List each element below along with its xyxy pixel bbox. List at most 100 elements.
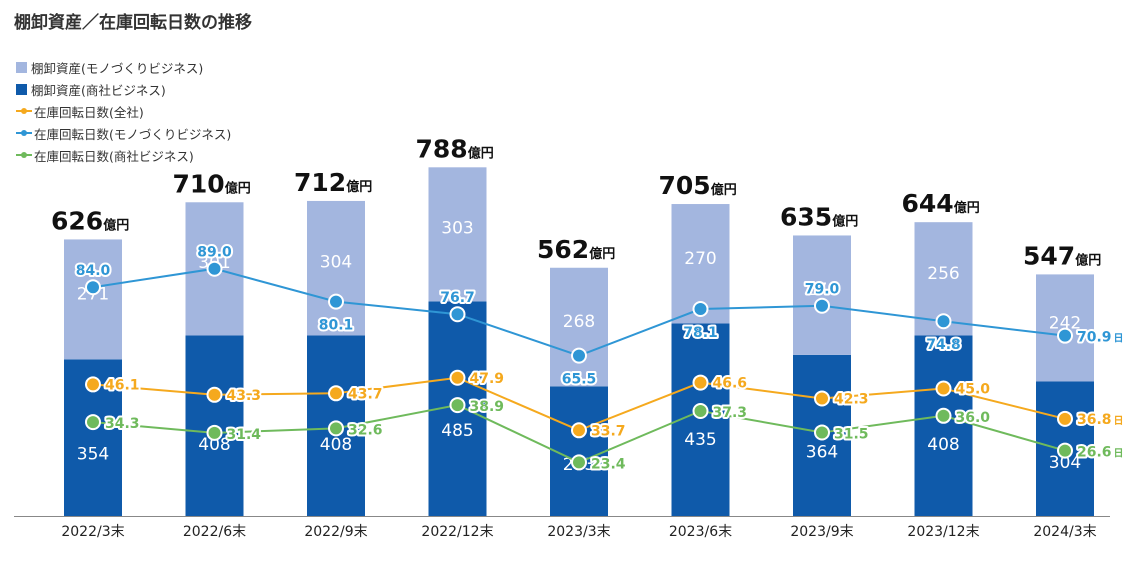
bar-value-mono: 303 (441, 219, 473, 239)
bar-total-number: 635 (780, 202, 832, 231)
bar-total-unit: 億円 (468, 145, 494, 161)
line-point-value: 31.5 (834, 426, 869, 442)
line-point (692, 374, 709, 391)
bar-total-number: 705 (659, 171, 711, 200)
bar-mono (550, 267, 608, 387)
legend-line-marker (16, 128, 32, 138)
line-point-label: 34.3 (105, 416, 140, 432)
legend-label: 棚卸資産(商社ビジネス) (31, 82, 166, 98)
line-point-value: 36.0 (956, 410, 991, 426)
line-point-label: 31.5 (834, 426, 869, 442)
line-point-value: 78.1 (683, 325, 718, 341)
line-point-value: 23.4 (591, 456, 626, 472)
x-tick-label: 2023/12末 (907, 524, 979, 540)
bar-total-number: 547 (1023, 241, 1075, 270)
line-point-value: 31.4 (227, 427, 262, 443)
legend-item-bar-trade: 棚卸資産(商社ビジネス) (16, 78, 231, 100)
line-point-value: 84.0 (76, 263, 111, 279)
legend-swatch (16, 61, 27, 73)
bar-mono (428, 167, 487, 302)
line-point (449, 369, 466, 386)
line-point-label: 84.0 (76, 263, 111, 279)
line-point (814, 424, 830, 441)
legend-item-bar-mono: 棚卸資産(モノづくりビジネス) (16, 56, 231, 78)
line-point-label: 33.7 (591, 423, 626, 439)
line-point-label: 42.3 (834, 391, 869, 407)
bar-value-mono: 268 (563, 312, 595, 332)
line-point-label: 46.6 (713, 376, 748, 392)
bar-total-label: 644億円 (902, 189, 980, 218)
line-point-value: 76.7 (440, 290, 475, 306)
line-point (571, 454, 587, 471)
line-point (85, 376, 101, 393)
line-point-value: 65.5 (562, 372, 597, 388)
legend-label: 在庫回転日数(商社ビジネス) (34, 148, 194, 164)
bar-total-unit: 億円 (589, 246, 615, 262)
line-point-value: 42.3 (834, 391, 869, 407)
line-point (692, 301, 709, 318)
line-point (814, 297, 830, 314)
bar-total-unit: 億円 (954, 200, 980, 216)
bar-value-mono: 270 (684, 249, 716, 269)
line-point (1057, 327, 1073, 344)
line-point (449, 397, 466, 414)
line-point-value: 89.0 (197, 245, 232, 261)
bar-value-mono: 256 (927, 264, 959, 284)
line-point (85, 414, 101, 431)
line-point (328, 420, 344, 437)
legend-swatch (16, 83, 27, 95)
line-point-unit: 日 (1114, 448, 1124, 460)
bar-total-unit: 億円 (832, 213, 858, 229)
legend-item-line-mono: 在庫回転日数(モノづくりビジネス) (16, 122, 231, 144)
line-point (328, 385, 344, 402)
line-point-label: 76.7 (440, 290, 475, 306)
x-tick-label: 2023/3末 (547, 524, 610, 540)
line-point-label: 70.9 日 (1077, 330, 1124, 346)
bar-value-trade: 304 (1049, 453, 1081, 473)
line-point (206, 260, 223, 277)
line-point-label: 36.8 日 (1077, 412, 1124, 428)
line-point (206, 386, 223, 403)
legend-item-line-total: 在庫回転日数(全社) (16, 100, 231, 122)
bar-total-label: 562億円 (537, 235, 615, 264)
line-point (85, 279, 101, 296)
line-point-label: 23.4 (591, 456, 626, 472)
bar-total-label: 788億円 (416, 134, 494, 163)
line-point-value: 79.0 (805, 282, 840, 298)
bar-total-unit: 億円 (1075, 252, 1101, 268)
x-tick-label: 2022/3末 (61, 524, 124, 540)
legend-line-marker (16, 150, 32, 160)
bar-mono (793, 235, 851, 355)
line-point-label: 26.6 日 (1077, 445, 1124, 461)
x-tick-label: 2023/6末 (669, 524, 732, 540)
bar-total-unit: 億円 (346, 179, 372, 195)
bar-mono (64, 239, 122, 360)
line-point (1057, 410, 1073, 427)
line-point-value: 46.6 (713, 376, 748, 392)
line-point-label: 31.4 (227, 427, 262, 443)
legend: 棚卸資産(モノづくりビジネス) 棚卸資産(商社ビジネス) 在庫回転日数(全社) … (16, 56, 231, 166)
line-point-label: 74.8 (926, 337, 961, 353)
line-point-label: 38.9 (470, 399, 505, 415)
line-point (1057, 442, 1073, 459)
line-point-value: 32.6 (348, 422, 383, 438)
line-point-value: 36.8 (1077, 412, 1112, 428)
bar-total-label: 547億円 (1023, 241, 1101, 270)
bar-value-trade: 408 (198, 435, 230, 455)
bar-total-label: 705億円 (659, 171, 737, 200)
line-point (692, 402, 709, 419)
bar-trade (914, 335, 973, 516)
bar-total-unit: 億円 (103, 217, 129, 233)
line-point-label: 46.1 (105, 377, 140, 393)
line-point-value: 47.9 (470, 371, 505, 387)
bar-value-trade: 485 (441, 421, 473, 441)
bar-value-trade: 354 (77, 444, 109, 464)
bar-total-label: 635億円 (780, 202, 858, 231)
bar-value-mono: 304 (320, 252, 352, 272)
bar-total-label: 710億円 (173, 169, 251, 198)
legend-label: 在庫回転日数(モノづくりビジネス) (34, 126, 232, 142)
line-point-value: 74.8 (926, 337, 961, 353)
x-tick-label: 2022/6末 (183, 524, 246, 540)
line-point (449, 306, 466, 323)
